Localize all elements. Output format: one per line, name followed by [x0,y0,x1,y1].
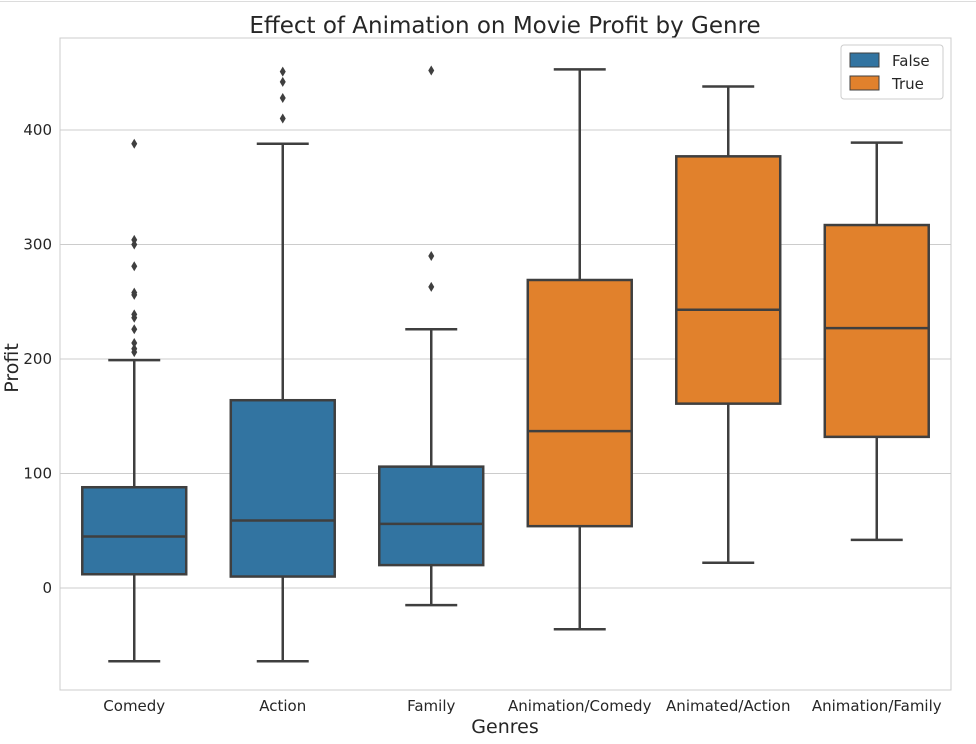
legend-swatch [849,52,880,68]
box-animation-family [823,141,930,542]
outlier-point [428,65,435,76]
y-axis: 0 100 200 300 400 [23,121,52,597]
box-family [378,65,485,607]
x-tick-label-animation-comedy: Animation/Comedy [508,697,652,715]
x-tick-label-comedy: Comedy [103,697,165,715]
outlier-point [131,343,138,354]
y-tick-label-300: 300 [23,236,52,254]
outlier-point [131,138,138,149]
box-iqr [229,398,336,578]
box-iqr [81,485,188,576]
legend-entry-true: True [849,75,924,93]
box-iqr [378,465,485,567]
box-animated-action [675,85,782,565]
outlier-point [131,234,138,245]
x-axis-title: Genres [471,716,538,738]
y-tick-label-100: 100 [23,465,52,483]
x-tick-label-family: Family [407,697,455,715]
top-divider [0,1,976,2]
outlier-point [279,66,286,77]
grid [60,129,951,589]
y-axis-title: Profit [1,343,23,393]
legend-label: True [891,75,924,93]
legend-label: False [892,52,930,70]
x-tick-label-action: Action [259,697,306,715]
chart-title: Effect of Animation on Movie Profit by G… [249,13,760,39]
legend-entry-false: False [849,52,930,70]
box-comedy [81,138,188,663]
x-tick-label-animation-family: Animation/Family [812,697,942,715]
outlier-point [279,92,286,103]
plot-frame [59,37,952,691]
outlier-point [428,281,435,292]
legend-swatch [849,75,880,91]
outlier-point [131,337,138,348]
x-axis: Comedy Action Family Animation/Comedy Animat… [103,697,941,715]
box-iqr [675,155,782,405]
outlier-point [279,76,286,87]
box-action [229,66,336,663]
box-animation-comedy [526,68,633,631]
outlier-point [131,287,138,298]
x-tick-label-animated-action: Animated/Action [666,697,790,715]
y-tick-label-0: 0 [42,579,52,597]
y-tick-label-200: 200 [23,350,52,368]
box-iqr [526,278,633,528]
box-iqr [823,223,930,439]
outlier-point [131,309,138,320]
plot-area [59,37,952,691]
outlier-point [428,250,435,261]
boxes [81,65,930,663]
outlier-point [279,113,286,124]
outlier-point [131,324,138,335]
legend: False True [840,44,944,100]
y-tick-label-400: 400 [23,121,52,139]
outlier-point [131,261,138,272]
